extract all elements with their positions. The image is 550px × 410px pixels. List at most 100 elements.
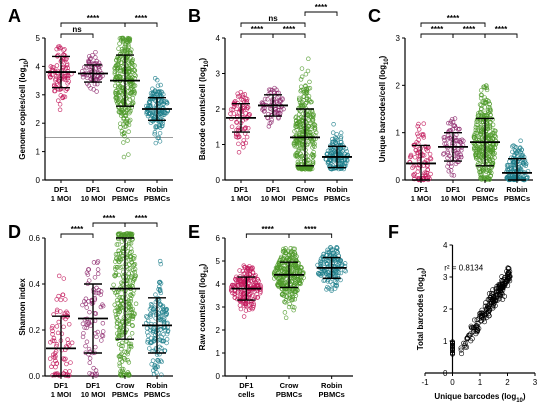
data-point xyxy=(282,253,287,258)
data-point xyxy=(153,292,158,297)
data-point xyxy=(154,77,160,83)
data-point xyxy=(54,46,59,52)
significance-bracket: **** xyxy=(420,14,486,27)
data-point xyxy=(449,342,455,348)
y-tick-label: 4 xyxy=(216,34,221,43)
data-point xyxy=(499,283,505,289)
significance-bracket: **** xyxy=(124,14,158,27)
data-point xyxy=(293,256,299,261)
significance-bracket: ns xyxy=(240,14,306,27)
data-point xyxy=(459,148,464,153)
data-point xyxy=(118,251,124,256)
data-point xyxy=(477,144,482,150)
data-point xyxy=(57,44,62,49)
data-point xyxy=(133,301,139,307)
data-point xyxy=(64,86,70,91)
data-point xyxy=(147,346,152,351)
data-point xyxy=(499,281,505,287)
data-point xyxy=(478,312,484,318)
data-point xyxy=(485,135,491,140)
bracket-line xyxy=(60,233,94,238)
data-point xyxy=(484,306,490,312)
data-point xyxy=(51,335,57,341)
data-point xyxy=(428,171,433,177)
series-robin-pbmcs xyxy=(142,76,172,146)
data-point xyxy=(492,298,498,304)
category-label: Crow xyxy=(280,381,299,390)
data-point xyxy=(241,138,246,143)
bracket-line xyxy=(245,233,290,238)
data-point xyxy=(515,167,521,173)
significance-label: **** xyxy=(431,25,444,34)
data-point xyxy=(525,174,530,180)
data-point xyxy=(237,134,242,140)
data-point xyxy=(306,129,311,135)
data-point xyxy=(482,303,488,309)
data-point xyxy=(158,82,163,88)
data-point xyxy=(57,102,63,107)
data-point xyxy=(118,113,124,118)
significance-bracket: **** xyxy=(240,25,274,38)
panel-letter: B xyxy=(188,6,201,26)
data-point xyxy=(292,297,298,302)
y-tick-label: 3 xyxy=(216,70,221,79)
data-point xyxy=(479,120,485,125)
significance-bracket: **** xyxy=(288,225,333,238)
data-point xyxy=(87,54,92,59)
data-point xyxy=(307,98,312,103)
data-point xyxy=(121,371,127,376)
category-label: Crow xyxy=(476,185,495,194)
data-point xyxy=(479,136,484,141)
data-point xyxy=(487,124,493,130)
significance-bracket: **** xyxy=(245,225,290,238)
data-point xyxy=(116,84,121,89)
bracket-line xyxy=(420,22,486,27)
data-point xyxy=(304,86,309,91)
data-point xyxy=(93,368,99,373)
data-point xyxy=(165,329,171,334)
data-point xyxy=(410,165,415,171)
data-point xyxy=(116,231,122,237)
data-point xyxy=(145,318,151,324)
data-point xyxy=(301,88,306,93)
data-point xyxy=(293,139,298,144)
data-point xyxy=(265,97,270,102)
bracket-line xyxy=(124,22,158,27)
data-point xyxy=(296,146,302,152)
data-point xyxy=(334,280,339,286)
data-point xyxy=(446,168,452,174)
data-point xyxy=(321,256,326,261)
y-tick-label: 0 xyxy=(443,369,448,378)
data-point xyxy=(408,152,414,158)
data-point xyxy=(294,265,300,271)
data-point xyxy=(262,108,267,114)
significance-label: **** xyxy=(495,25,508,34)
data-point xyxy=(125,358,130,363)
series-crow-pbmcs xyxy=(110,231,140,379)
data-point xyxy=(88,86,93,91)
series-df1-10-moi xyxy=(258,85,288,129)
data-point xyxy=(132,311,138,317)
data-point xyxy=(65,65,71,71)
category-label: PBMCs xyxy=(112,390,138,399)
category-label: Robin xyxy=(146,185,168,194)
data-point xyxy=(117,309,122,315)
data-point xyxy=(96,287,101,293)
data-point xyxy=(147,100,152,105)
data-point xyxy=(315,262,320,268)
data-point xyxy=(299,87,304,93)
data-point xyxy=(93,55,98,60)
y-tick-label: 4 xyxy=(443,241,448,250)
data-point xyxy=(126,321,131,327)
data-point xyxy=(145,330,150,335)
data-point xyxy=(100,303,106,309)
bracket-line xyxy=(272,33,306,38)
data-point xyxy=(67,369,72,374)
data-point xyxy=(119,253,125,259)
data-point xyxy=(292,280,298,286)
data-point xyxy=(443,141,449,146)
data-point xyxy=(86,346,92,352)
data-point xyxy=(87,360,93,365)
data-point xyxy=(414,150,420,156)
